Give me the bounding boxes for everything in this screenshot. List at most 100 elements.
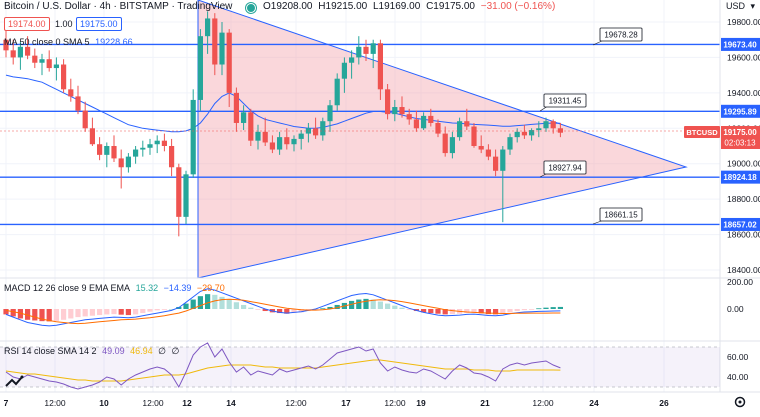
candle-body[interactable] [413, 119, 419, 129]
time-axis[interactable]: 7 12:00 10 12:00 12 14 12:00 17 12:00 19 21 12:00 24… [4, 398, 669, 408]
candle-body[interactable] [169, 146, 175, 168]
candle-body[interactable] [25, 46, 31, 56]
candle-body[interactable] [284, 137, 290, 145]
candle-body[interactable] [133, 149, 139, 157]
candle-body[interactable] [514, 131, 520, 138]
candle-body[interactable] [190, 99, 196, 175]
candle-body[interactable] [313, 128, 319, 136]
candle-body[interactable] [154, 140, 160, 145]
candle-body[interactable] [205, 18, 211, 37]
candle-body[interactable] [334, 78, 340, 106]
candle-body[interactable] [147, 144, 153, 148]
candle-body[interactable] [428, 115, 434, 123]
gear-icon[interactable] [734, 396, 746, 408]
candle-body[interactable] [377, 43, 383, 90]
candle-body[interactable] [277, 137, 283, 150]
candle-body[interactable] [435, 122, 441, 134]
candle-body[interactable] [161, 140, 167, 146]
annotation-box[interactable] [599, 207, 643, 222]
candle-body[interactable] [241, 112, 247, 123]
candle-body[interactable] [125, 156, 131, 168]
candle-body[interactable] [97, 144, 103, 155]
candle-body[interactable] [370, 43, 376, 54]
annotation-box[interactable] [543, 160, 587, 175]
rsi-legend[interactable]: RSI 14 close SMA 14 2 49.09 46.94 ∅ ∅ [4, 346, 182, 357]
candle-body[interactable] [262, 131, 268, 143]
candle-body[interactable] [68, 89, 74, 97]
candle-body[interactable] [406, 114, 412, 120]
candle-body[interactable] [557, 128, 563, 133]
candle-body[interactable] [197, 36, 203, 100]
candle-body[interactable] [176, 167, 182, 217]
ma-legend[interactable]: MA 50 close 0 SMA 5 19228.66 [4, 37, 136, 47]
candle-body[interactable] [421, 115, 427, 129]
last-price-tag[interactable] [721, 126, 760, 149]
candle-body[interactable] [17, 46, 23, 58]
candle-body[interactable] [32, 55, 38, 63]
level-price-tag[interactable] [721, 37, 760, 51]
level-price-tag[interactable] [721, 104, 760, 118]
level-price-tag[interactable] [721, 170, 760, 184]
candle-body[interactable] [75, 96, 81, 111]
candle-body[interactable] [140, 147, 146, 150]
candle-body[interactable] [183, 174, 189, 217]
candle-body[interactable] [89, 128, 95, 145]
candle-body[interactable] [529, 130, 535, 136]
candle-body[interactable] [61, 64, 67, 90]
tradingview-logo-icon[interactable] [5, 375, 24, 387]
candle-body[interactable] [248, 112, 254, 141]
annotation-box[interactable] [543, 93, 587, 108]
candle-body[interactable] [521, 131, 527, 136]
candle-body[interactable] [543, 121, 549, 129]
candle-body[interactable] [39, 59, 45, 63]
price-axis[interactable]: 19800.0019600.0019400.0019200.0019000.00… [684, 17, 760, 382]
annotation-box[interactable] [599, 27, 643, 42]
candle-body[interactable] [536, 128, 542, 131]
macd-pane[interactable] [3, 288, 563, 327]
candle-body[interactable] [399, 107, 405, 115]
candle-body[interactable] [457, 121, 463, 138]
candle-body[interactable] [449, 137, 455, 154]
candle-body[interactable] [500, 149, 506, 171]
candle-body[interactable] [233, 92, 239, 123]
candle-body[interactable] [255, 131, 261, 141]
candle-body[interactable] [493, 156, 499, 171]
candle-body[interactable] [485, 149, 491, 157]
candle-body[interactable] [53, 64, 59, 69]
candle-body[interactable] [320, 121, 326, 136]
level-price-tag[interactable] [721, 217, 760, 231]
symbol-title[interactable]: Bitcoin / U.S. Dollar · 4h · BITSTAMP · … [4, 1, 233, 12]
candle-body[interactable] [104, 146, 110, 155]
macd-legend[interactable]: MACD 12 26 close 9 EMA EMA 15.32 −14.39 … [4, 283, 228, 293]
candle-body[interactable] [507, 137, 513, 150]
candle-body[interactable] [385, 89, 391, 115]
symbol-tag[interactable] [684, 126, 720, 138]
candle-body[interactable] [226, 32, 232, 93]
triangle-pattern[interactable] [197, 0, 688, 279]
candle-body[interactable] [363, 46, 369, 54]
horizontal-levels[interactable] [0, 43, 720, 226]
currency-selector[interactable]: USD ▾ [726, 1, 758, 15]
candle-body[interactable] [442, 133, 448, 154]
candle-body[interactable] [392, 107, 398, 115]
candle-body[interactable] [478, 146, 484, 150]
candle-body[interactable] [10, 50, 16, 58]
candle-body[interactable] [46, 59, 52, 69]
candle-body[interactable] [219, 32, 225, 65]
candle-body[interactable] [550, 121, 556, 129]
candle-body[interactable] [82, 110, 88, 129]
candle-body[interactable] [356, 46, 362, 58]
candle-body[interactable] [118, 158, 124, 168]
candle-body[interactable] [291, 138, 297, 145]
candle-body[interactable] [327, 105, 333, 122]
candle-body[interactable] [341, 62, 347, 79]
candle-body[interactable] [349, 57, 355, 63]
candlesticks[interactable] [3, 11, 563, 237]
candle-body[interactable] [471, 126, 477, 146]
rsi-pane[interactable] [5, 342, 561, 390]
candle-body[interactable] [298, 133, 304, 139]
candle-body[interactable] [212, 18, 218, 65]
candle-body[interactable] [3, 39, 9, 51]
